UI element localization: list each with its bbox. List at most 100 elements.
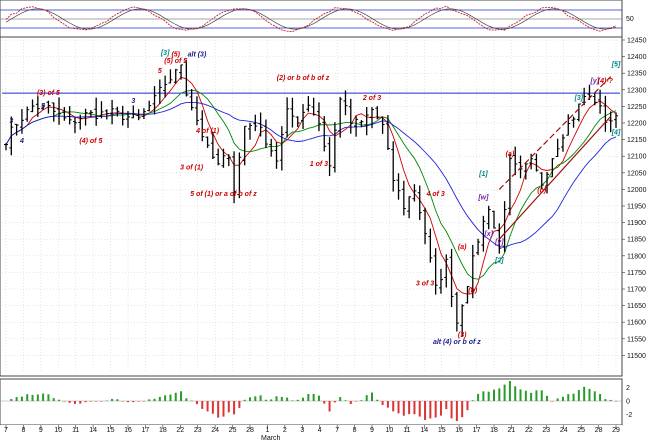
histogram-bar [604, 399, 607, 401]
x-tick-label: 15 [438, 427, 446, 434]
y-tick-label: 12000 [627, 187, 647, 194]
wave-label: (a) [458, 244, 467, 251]
histogram-bar [599, 393, 602, 401]
histogram-bar [180, 391, 183, 401]
wave-label: (5) [171, 52, 180, 59]
x-axis-panel [0, 425, 622, 443]
y-tick-label: 12150 [627, 137, 647, 144]
histogram-bar [593, 391, 596, 401]
histogram-bar [211, 401, 214, 414]
histogram-bar [583, 386, 586, 401]
y-tick-label: 11750 [627, 270, 646, 277]
y-tick-label: 12050 [627, 170, 647, 177]
x-tick-label: 25 [577, 427, 585, 434]
histogram-bar [450, 401, 453, 419]
wave-label: (2) or b of b of z [277, 75, 330, 82]
grid-layer [2, 39, 620, 372]
histogram-bar [429, 401, 432, 419]
x-tick-label: 28 [595, 427, 603, 434]
histogram-bar [344, 400, 347, 401]
x-tick-label: 10 [54, 427, 62, 434]
histogram-bar [280, 396, 283, 401]
histogram-bar [371, 392, 373, 401]
x-tick-label: 17 [473, 427, 481, 434]
x-tick-label: 15 [107, 427, 115, 434]
histogram-bar [111, 398, 114, 401]
histogram-bar [291, 400, 294, 401]
wave-label: [1] [478, 171, 488, 178]
histogram-bar [312, 393, 315, 401]
histogram-bar [137, 401, 140, 402]
histogram-bar [190, 400, 193, 402]
histogram-bar [254, 396, 257, 401]
histogram-bar [201, 401, 204, 409]
histogram-bar [445, 401, 448, 410]
x-tick-label: 22 [525, 427, 533, 434]
wave-label: alt (3) [188, 52, 207, 59]
y-tick-label: 12350 [627, 71, 647, 78]
histogram-bar [307, 393, 310, 401]
histogram-bar [360, 400, 363, 401]
x-tick-label: 18 [490, 427, 498, 434]
y-tick-label: 11600 [627, 320, 646, 327]
histogram-bar [498, 388, 501, 401]
wave-label: [2] [494, 257, 504, 264]
x-tick-label: 11 [403, 427, 410, 434]
x-axis: 7 8 9 10 11 14 15 16 17 18 22 23 24 25 28 1 2 3 4 7 8 9 10 11 14… [4, 425, 620, 434]
lower-trend-line [498, 115, 612, 240]
histogram-bar [20, 396, 23, 401]
histogram-bar [36, 394, 39, 401]
histogram-bar [26, 394, 29, 401]
y-tick-label: 11550 [627, 336, 646, 343]
histogram-bar [376, 399, 379, 401]
histogram-bar [402, 401, 405, 416]
histogram-bar [185, 398, 188, 401]
histogram-bar [471, 400, 474, 401]
x-tick-label: 24 [560, 427, 568, 434]
histogram-bar [105, 400, 108, 402]
x-tick-label: 14 [89, 427, 97, 434]
x-month-label: March [261, 435, 281, 442]
x-tick-label: 10 [386, 427, 394, 434]
histogram-bar [466, 401, 469, 411]
histogram-bar [249, 397, 251, 401]
wave-label: 5 [158, 68, 162, 75]
histogram-bar [551, 401, 554, 402]
histogram-bar [572, 393, 575, 401]
oscillator-signal-line [5, 8, 617, 30]
wave-label: 3 of (1) [180, 164, 204, 171]
wave-label: 4 [19, 138, 24, 145]
histogram-bar [477, 393, 480, 401]
channel-lines-layer [498, 76, 612, 240]
x-tick-label: 17 [142, 427, 150, 434]
x-tick-label: 1 [265, 427, 269, 434]
x-tick-label: 7 [335, 427, 339, 434]
histogram-bar [493, 389, 495, 401]
histogram-bar [439, 401, 442, 416]
histogram-bar [169, 394, 172, 401]
x-tick-label: 11 [72, 427, 79, 434]
histogram-bar [116, 399, 119, 401]
histogram-bar [339, 397, 342, 401]
wave-label: [3] [160, 50, 170, 57]
wave-label: (a) [506, 151, 515, 158]
histogram-bar [461, 401, 464, 418]
wave-label: (4) of 5 [79, 138, 102, 145]
wave-label: [4] [611, 130, 621, 137]
histogram-bar [397, 401, 400, 414]
x-tick-label: 7 [4, 427, 8, 434]
histogram-bar [567, 394, 570, 401]
histogram-bar [52, 398, 55, 401]
histogram-bar [243, 399, 246, 401]
histogram-bar [47, 394, 50, 401]
y-tick-label: 12450 [627, 38, 647, 45]
x-tick-label: 14 [420, 427, 428, 434]
histogram-bar [148, 399, 151, 401]
histogram-bar [264, 399, 267, 401]
histogram-bar [132, 401, 135, 403]
x-tick-label: 16 [124, 427, 132, 434]
histogram-bar [487, 391, 490, 401]
histogram-bar [127, 401, 129, 403]
histogram-bar [296, 399, 299, 401]
